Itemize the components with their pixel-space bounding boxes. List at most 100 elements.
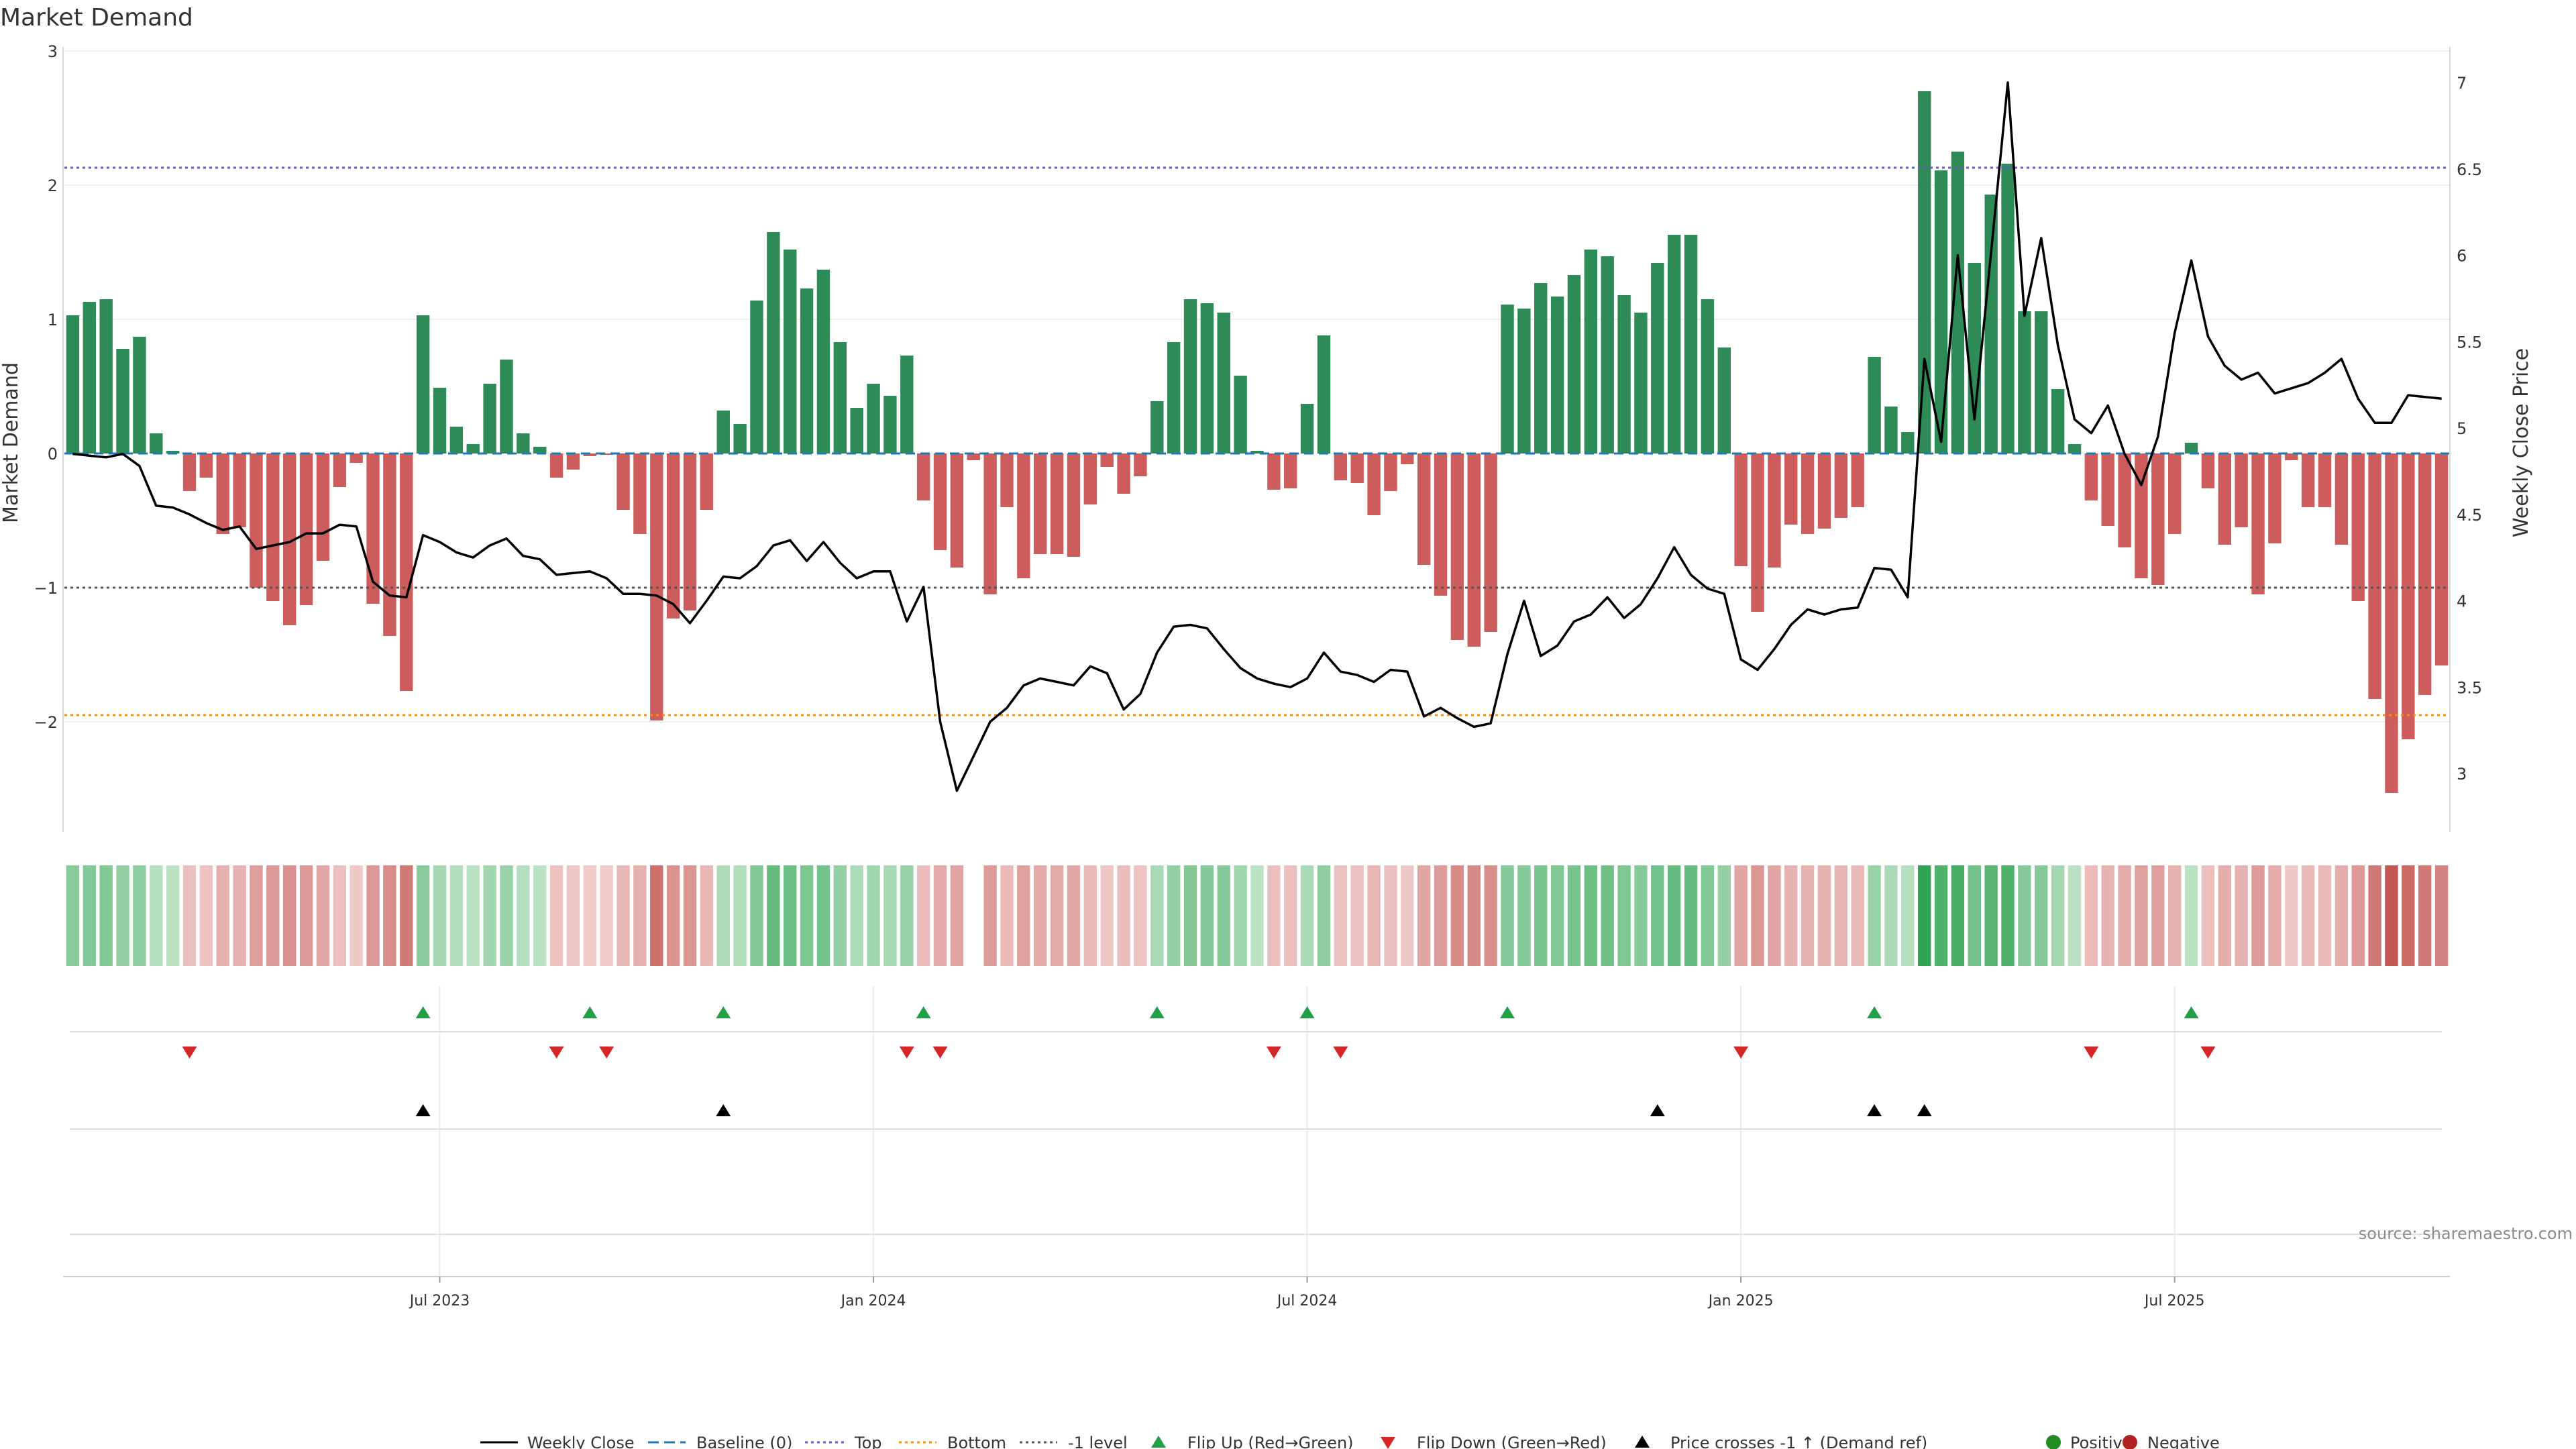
heat-cell <box>2285 865 2298 966</box>
demand-bar <box>1868 357 1881 453</box>
heat-cell <box>1550 865 1564 966</box>
heat-cell <box>1667 865 1681 966</box>
y2-tick-label: 6.5 <box>2457 160 2482 179</box>
demand-bar <box>833 342 847 453</box>
demand-bar <box>1334 453 1348 480</box>
heat-cell <box>566 865 580 966</box>
demand-bar <box>2051 389 2065 453</box>
legend-label-bottom: Bottom <box>947 1434 1006 1449</box>
flip-down-marker <box>2200 1046 2216 1059</box>
date-tick-label: Jan 2025 <box>1707 1293 1774 1309</box>
heat-cell <box>2268 865 2282 966</box>
heat-cell <box>383 865 396 966</box>
flip-up-icon <box>1151 1436 1166 1448</box>
y-tick-label: 2 <box>48 176 58 195</box>
price-cross-marker <box>1650 1104 1665 1116</box>
demand-bar <box>1534 283 1548 453</box>
demand-bar <box>2035 311 2048 453</box>
y2-tick-label: 3.5 <box>2457 678 2482 697</box>
flip-up-marker <box>716 1006 731 1018</box>
demand-bar <box>1167 342 1181 453</box>
heat-cell <box>1200 865 1214 966</box>
y2-tick-label: 4.5 <box>2457 506 2482 525</box>
heat-cell <box>166 865 180 966</box>
heat-cell <box>1217 865 1230 966</box>
legend-label-flip-up: Flip Up (Red→Green) <box>1187 1434 1354 1449</box>
heat-cell <box>1117 865 1130 966</box>
demand-bar <box>616 453 630 510</box>
demand-bar <box>1651 263 1664 453</box>
heat-cell <box>1467 865 1481 966</box>
heat-cell <box>1851 865 1864 966</box>
heat-cell <box>2368 865 2381 966</box>
demand-bar <box>99 299 113 453</box>
heat-cell <box>1017 865 1030 966</box>
demand-bar <box>1067 453 1081 557</box>
heat-cell <box>483 865 496 966</box>
heat-cell <box>1684 865 1698 966</box>
demand-bar <box>1267 453 1281 490</box>
legend-item-baseline: Baseline (0) <box>648 1434 792 1449</box>
demand-bar <box>1384 453 1397 491</box>
demand-bar <box>900 356 914 453</box>
demand-bar <box>883 396 897 453</box>
legend-item-bottom: Bottom <box>899 1434 1006 1449</box>
demand-bar <box>716 411 730 453</box>
heat-cell <box>1034 865 1047 966</box>
y2-tick-label: 5.5 <box>2457 333 2482 352</box>
y2-tick-label: 7 <box>2457 74 2467 93</box>
flip-down-marker <box>1733 1046 1749 1059</box>
date-tick-label: Jul 2023 <box>409 1293 470 1309</box>
heat-cell <box>2418 865 2432 966</box>
heat-cell <box>1501 865 1514 966</box>
heat-strip <box>66 865 2449 966</box>
flip-down-marker <box>599 1046 614 1059</box>
heat-cell <box>600 865 613 966</box>
demand-bar <box>1300 404 1314 453</box>
heat-cell <box>700 865 714 966</box>
heat-cell <box>883 865 897 966</box>
demand-bar <box>1834 453 1848 518</box>
heat-cell <box>833 865 847 966</box>
heat-cell <box>1484 865 1497 966</box>
heat-cell <box>549 865 564 966</box>
demand-bar <box>2418 453 2432 695</box>
y2-tick-label: 6 <box>2457 247 2467 266</box>
demand-bar <box>2018 311 2031 453</box>
demand-bar <box>2135 453 2148 578</box>
legend-label-flip-down: Flip Down (Green→Red) <box>1417 1434 1607 1449</box>
demand-bar <box>1934 170 1948 453</box>
demand-bar <box>150 433 163 453</box>
demand-bar <box>216 453 229 534</box>
heat-cell <box>316 865 330 966</box>
demand-bar <box>1234 376 1247 453</box>
heat-cell <box>650 865 663 966</box>
heat-cell <box>2301 865 2315 966</box>
flip-up-marker <box>916 1006 931 1018</box>
heat-cell <box>1334 865 1348 966</box>
heat-cell <box>1250 865 1264 966</box>
heat-cell <box>2318 865 2332 966</box>
y-tick-label: 1 <box>48 311 58 329</box>
reference-lines <box>64 166 2450 716</box>
demand-bar <box>533 447 547 453</box>
legend-label-top: Top <box>854 1434 882 1449</box>
demand-bar <box>784 250 797 453</box>
heat-cell <box>1717 865 1731 966</box>
demand-bar <box>2218 453 2231 545</box>
demand-bar <box>466 444 480 453</box>
heat-cell <box>2001 865 2015 966</box>
legend: Weekly Close Baseline (0) Top Bottom -1 … <box>480 1434 2220 1449</box>
axes-layer: 3 2 1 0 −1 −2 7 6.5 6 5.5 5 4.5 4 3.5 3 <box>34 42 2482 832</box>
heat-cell <box>2135 865 2148 966</box>
heat-cell <box>1384 865 1397 966</box>
heat-cell <box>1050 865 1064 966</box>
heat-cell <box>500 865 513 966</box>
demand-bar <box>1717 347 1731 453</box>
demand-bar <box>1350 453 1364 483</box>
heat-cell <box>1917 865 1931 966</box>
heat-cell <box>1000 865 1014 966</box>
legend-label-weekly-close: Weekly Close <box>527 1434 635 1449</box>
heat-cell <box>400 865 413 966</box>
heat-cell <box>266 865 280 966</box>
